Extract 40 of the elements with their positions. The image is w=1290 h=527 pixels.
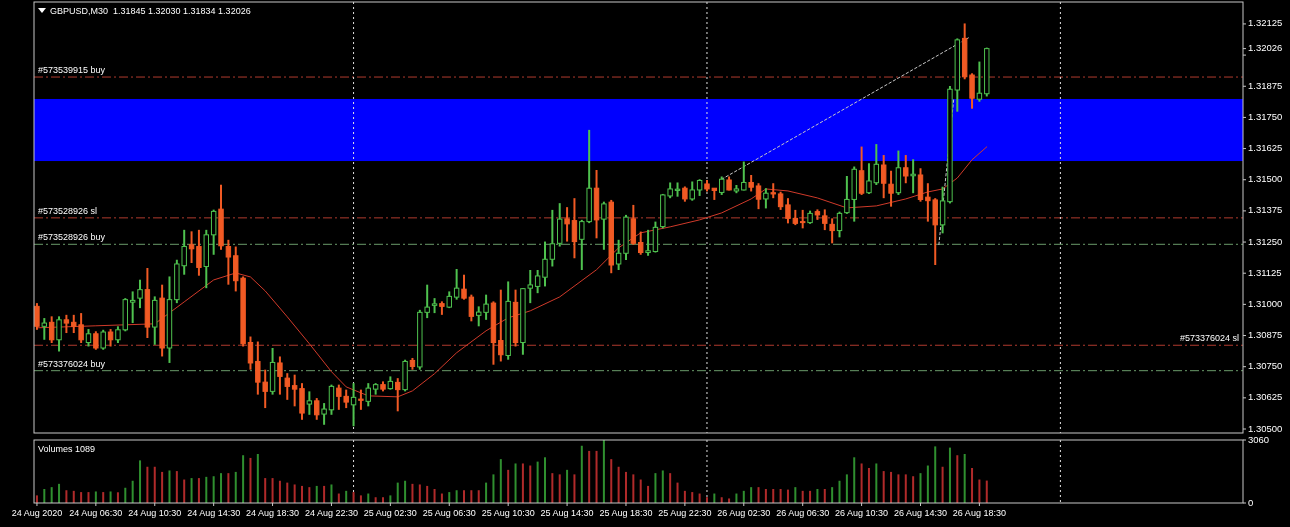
x-tick-label: 24 Aug 10:30 bbox=[128, 508, 182, 518]
x-tick-label: 24 Aug 06:30 bbox=[69, 508, 123, 518]
x-tick-label: 25 Aug 06:30 bbox=[422, 508, 476, 518]
y-tick-label: 1.30875 bbox=[1248, 329, 1283, 341]
x-tick-label: 24 Aug 18:30 bbox=[246, 508, 300, 518]
y-tick-label: 1.30625 bbox=[1248, 391, 1283, 403]
y-tick-label: 1.30500 bbox=[1248, 422, 1283, 434]
y-tick-label: 1.31000 bbox=[1248, 297, 1283, 309]
x-tick-label: 25 Aug 10:30 bbox=[481, 508, 535, 518]
y-tick-label: 1.32125 bbox=[1248, 17, 1283, 29]
ref-line-label: #573376024 sl bbox=[1179, 333, 1239, 344]
x-tick-label: 24 Aug 22:30 bbox=[304, 508, 358, 518]
x-tick-label: 24 Aug 2020 bbox=[11, 508, 63, 518]
ref-line-label: #573528926 sl bbox=[38, 205, 98, 216]
y-tick-label: 0 bbox=[1248, 496, 1254, 508]
ref-line-label: #573528926 buy bbox=[38, 232, 106, 243]
y-tick-label: 1.31625 bbox=[1248, 142, 1283, 154]
y-tick-label: 3060 bbox=[1248, 433, 1270, 445]
x-tick-label: 25 Aug 14:30 bbox=[540, 508, 594, 518]
x-tick-label: 26 Aug 06:30 bbox=[776, 508, 830, 518]
y-tick-label: 1.30750 bbox=[1248, 360, 1283, 372]
x-tick-label: 25 Aug 22:30 bbox=[658, 508, 712, 518]
x-tick-label: 25 Aug 18:30 bbox=[599, 508, 653, 518]
chart-title: GBPUSD,M30 1.31845 1.32030 1.31834 1.32026 bbox=[50, 6, 251, 16]
y-tick-label: 1.31250 bbox=[1248, 235, 1283, 247]
x-tick-label: 26 Aug 18:30 bbox=[952, 508, 1006, 518]
ref-line-label: #573376024 buy bbox=[38, 358, 106, 369]
x-tick-label: 26 Aug 02:30 bbox=[717, 508, 771, 518]
x-tick-label: 26 Aug 14:30 bbox=[893, 508, 948, 518]
y-tick-label: 1.31125 bbox=[1248, 266, 1282, 278]
ref-line-label: #573539915 buy bbox=[38, 65, 106, 76]
y-tick-label: 1.31375 bbox=[1248, 204, 1283, 216]
y-tick-label: 1.31875 bbox=[1248, 79, 1283, 91]
chart-title: Volumes 1089 bbox=[38, 444, 96, 454]
y-tick-label: 1.32026 bbox=[1248, 42, 1283, 54]
x-tick-label: 25 Aug 02:30 bbox=[363, 508, 417, 518]
x-tick-label: 24 Aug 14:30 bbox=[187, 508, 241, 518]
y-tick-label: 1.31500 bbox=[1248, 173, 1283, 185]
x-tick-label: 26 Aug 10:30 bbox=[835, 508, 889, 518]
y-tick-label: 1.31750 bbox=[1248, 110, 1283, 122]
